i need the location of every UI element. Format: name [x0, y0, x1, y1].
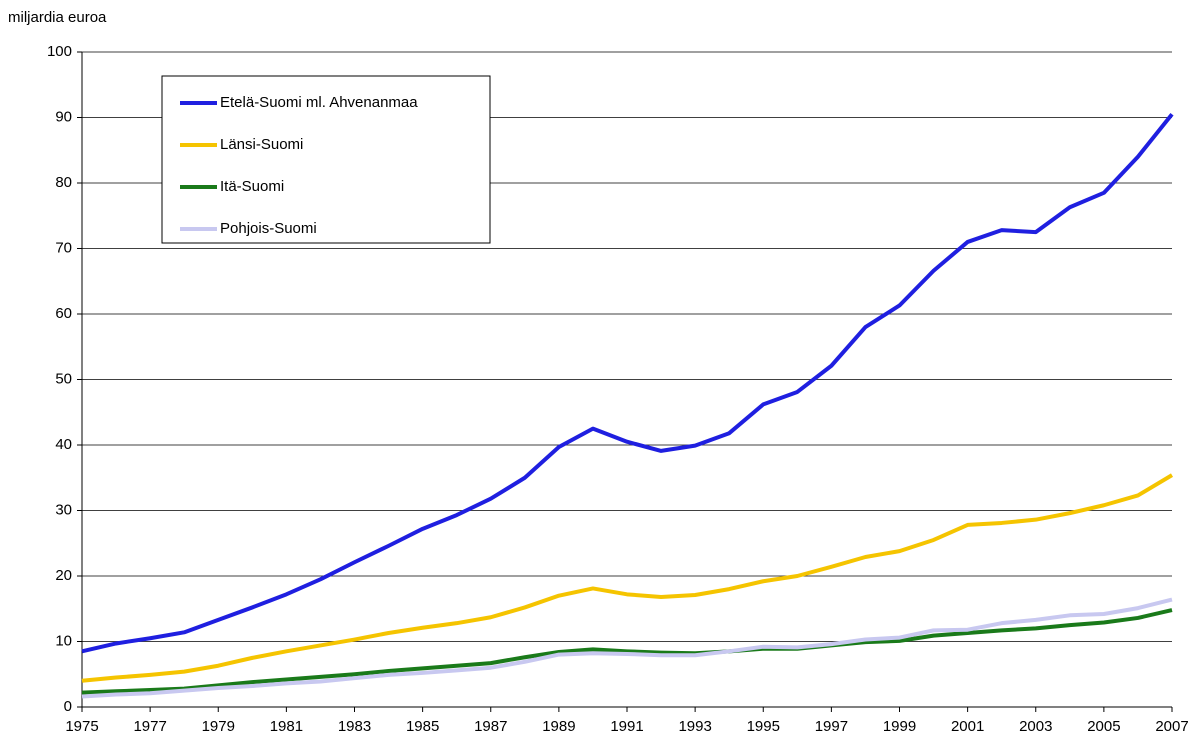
x-tick-label: 1989	[542, 718, 575, 735]
legend-label: Etelä-Suomi ml. Ahvenanmaa	[220, 94, 418, 111]
y-tick-label: 100	[47, 43, 72, 60]
y-tick-label: 50	[55, 370, 72, 387]
x-tick-label: 1979	[202, 718, 235, 735]
series-line	[81, 112, 1174, 654]
x-tick-label: 1981	[270, 718, 303, 735]
y-tick-label: 90	[55, 108, 72, 125]
x-tick-label: 1991	[610, 718, 643, 735]
x-tick-label: 1995	[747, 718, 780, 735]
series-line	[81, 473, 1174, 683]
x-tick-label: 2003	[1019, 718, 1052, 735]
x-tick-label: 2001	[951, 718, 984, 735]
x-tick-label: 1975	[65, 718, 98, 735]
legend-label: Pohjois-Suomi	[220, 220, 317, 237]
y-tick-label: 10	[55, 632, 72, 649]
y-tick-label: 80	[55, 174, 72, 191]
x-tick-label: 1985	[406, 718, 439, 735]
x-tick-label: 1999	[883, 718, 916, 735]
y-tick-label: 20	[55, 567, 72, 584]
x-tick-label: 1993	[678, 718, 711, 735]
x-tick-label: 1987	[474, 718, 507, 735]
y-axis-label: miljardia euroa	[8, 9, 107, 26]
x-tick-label: 1997	[815, 718, 848, 735]
x-tick-label: 2005	[1087, 718, 1120, 735]
y-tick-label: 0	[64, 698, 72, 715]
legend-label: Itä-Suomi	[220, 178, 284, 195]
y-tick-label: 70	[55, 239, 72, 256]
series-line	[81, 608, 1173, 695]
legend-label: Länsi-Suomi	[220, 136, 303, 153]
y-tick-label: 40	[55, 436, 72, 453]
x-tick-label: 1983	[338, 718, 371, 735]
x-tick-label: 1977	[133, 718, 166, 735]
series-line	[81, 597, 1173, 699]
y-tick-label: 30	[55, 501, 72, 518]
x-tick-label: 2007	[1155, 718, 1188, 735]
y-tick-label: 60	[55, 305, 72, 322]
